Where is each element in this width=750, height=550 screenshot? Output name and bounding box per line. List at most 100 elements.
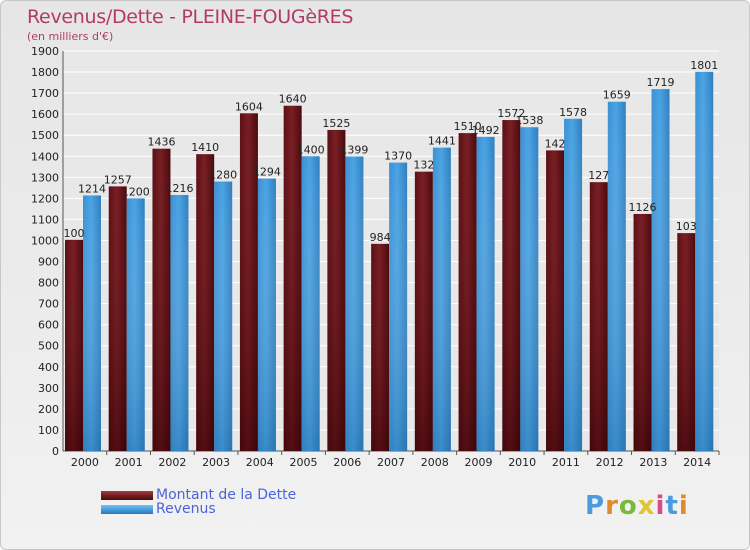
x-tick-label: 2004 bbox=[246, 456, 274, 469]
bar-debt-shade bbox=[633, 213, 652, 451]
y-tick-label: 1600 bbox=[31, 108, 59, 121]
legend-label-debt: Montant de la Dette bbox=[156, 487, 297, 503]
data-label-debt: 1604 bbox=[235, 100, 263, 113]
bar-revenue-shade bbox=[476, 136, 495, 452]
bar-revenue-shade bbox=[564, 118, 583, 451]
x-tick-label: 2000 bbox=[71, 456, 99, 469]
data-label-revenue: 1492 bbox=[472, 124, 500, 137]
bar-debt-shade bbox=[283, 105, 302, 451]
y-tick-label: 500 bbox=[38, 340, 59, 353]
y-tick-label: 400 bbox=[38, 361, 59, 374]
x-tick-label: 2005 bbox=[290, 456, 318, 469]
data-label-debt: 984 bbox=[370, 231, 391, 244]
x-tick-label: 2002 bbox=[158, 456, 186, 469]
y-tick-label: 1500 bbox=[31, 129, 59, 142]
data-label-debt: 142 bbox=[545, 137, 566, 150]
logo-letter: r bbox=[605, 491, 619, 521]
data-label-revenue: 1719 bbox=[647, 76, 675, 89]
bar-revenue-shade bbox=[301, 156, 320, 451]
x-tick-label: 2010 bbox=[508, 456, 536, 469]
x-tick-label: 2014 bbox=[683, 456, 711, 469]
bar-debt-shade bbox=[414, 171, 433, 451]
y-tick-label: 800 bbox=[38, 277, 59, 290]
logo-letter: t bbox=[665, 491, 679, 521]
data-label-revenue: 1370 bbox=[384, 150, 412, 163]
bar-debt-shade bbox=[239, 113, 258, 451]
data-label-debt: 103 bbox=[676, 220, 697, 233]
x-tick-label: 2011 bbox=[552, 456, 580, 469]
y-tick-label: 200 bbox=[38, 403, 59, 416]
y-tick-label: 700 bbox=[38, 298, 59, 311]
x-tick-label: 2013 bbox=[639, 456, 667, 469]
x-tick-label: 2012 bbox=[596, 456, 624, 469]
bar-revenue-shade bbox=[83, 195, 101, 451]
y-tick-label: 600 bbox=[38, 319, 59, 332]
data-label-revenue: 1538 bbox=[515, 114, 543, 127]
bar-debt-shade bbox=[677, 233, 696, 451]
data-label-revenue: 1214 bbox=[78, 182, 106, 195]
bar-revenue-shade bbox=[389, 162, 408, 451]
bar-revenue-shade bbox=[170, 195, 189, 451]
x-tick-label: 2008 bbox=[421, 456, 449, 469]
bar-revenue-shade bbox=[520, 127, 539, 452]
logo-letter: i bbox=[655, 491, 666, 521]
bar-revenue-shade bbox=[651, 89, 670, 452]
x-tick-label: 2009 bbox=[464, 456, 492, 469]
data-label-debt: 100 bbox=[64, 227, 85, 240]
data-label-revenue: 1399 bbox=[340, 143, 368, 156]
y-tick-label: 1700 bbox=[31, 87, 59, 100]
data-label-debt: 132 bbox=[413, 159, 434, 172]
x-tick-label: 2001 bbox=[115, 456, 143, 469]
logo-letter: x bbox=[637, 491, 656, 521]
data-label-debt: 127 bbox=[588, 169, 609, 182]
data-label-revenue: 1280 bbox=[209, 169, 237, 182]
data-label-debt: 1510 bbox=[454, 120, 482, 133]
data-label-revenue: 1400 bbox=[297, 143, 325, 156]
bar-revenue-shade bbox=[257, 178, 276, 451]
data-label-revenue: 1294 bbox=[253, 166, 281, 179]
bar-debt-shade bbox=[196, 154, 215, 451]
bar-revenue-shade bbox=[126, 198, 145, 451]
y-tick-label: 1200 bbox=[31, 192, 59, 205]
y-tick-label: 0 bbox=[52, 445, 59, 458]
y-tick-label: 1300 bbox=[31, 171, 59, 184]
y-tick-label: 100 bbox=[38, 424, 59, 437]
bar-revenue-shade bbox=[432, 147, 451, 451]
x-tick-label: 2006 bbox=[333, 456, 361, 469]
y-tick-label: 1000 bbox=[31, 234, 59, 247]
bar-revenue-shade bbox=[345, 156, 364, 451]
legend-swatch-debt bbox=[101, 491, 153, 500]
y-tick-label: 1900 bbox=[31, 45, 59, 58]
y-tick-label: 1800 bbox=[31, 66, 59, 79]
data-label-debt: 1126 bbox=[629, 201, 657, 214]
bar-revenue-shade bbox=[607, 101, 626, 451]
bar-debt-shade bbox=[152, 148, 171, 451]
data-label-revenue: 1200 bbox=[122, 185, 150, 198]
data-label-debt: 1640 bbox=[279, 93, 307, 106]
data-label-revenue: 1578 bbox=[559, 106, 587, 119]
logo-letter: o bbox=[618, 491, 638, 521]
data-label-debt: 1436 bbox=[147, 136, 175, 149]
bar-debt-shade bbox=[589, 182, 608, 451]
y-tick-label: 1100 bbox=[31, 213, 59, 226]
y-tick-label: 300 bbox=[38, 382, 59, 395]
bar-debt-shade bbox=[546, 150, 565, 452]
data-label-revenue: 1216 bbox=[165, 182, 193, 195]
y-tick-label: 1400 bbox=[31, 150, 59, 163]
bar-debt-shade bbox=[458, 133, 477, 451]
x-tick-label: 2003 bbox=[202, 456, 230, 469]
chart-title: Revenus/Dette - PLEINE-FOUGèRES bbox=[27, 6, 354, 28]
x-tick-label: 2007 bbox=[377, 456, 405, 469]
y-tick-label: 900 bbox=[38, 256, 59, 269]
bar-revenue-shade bbox=[214, 181, 233, 452]
bar-debt-shade bbox=[108, 186, 127, 452]
data-label-revenue: 1659 bbox=[603, 89, 631, 102]
bar-revenue-shade bbox=[695, 71, 714, 451]
data-label-revenue: 1801 bbox=[690, 59, 718, 72]
bar-debt-shade bbox=[502, 120, 521, 451]
data-label-debt: 1410 bbox=[191, 141, 219, 154]
chart-subtitle: (en milliers d'€) bbox=[27, 30, 114, 43]
data-label-debt: 1257 bbox=[104, 173, 132, 186]
